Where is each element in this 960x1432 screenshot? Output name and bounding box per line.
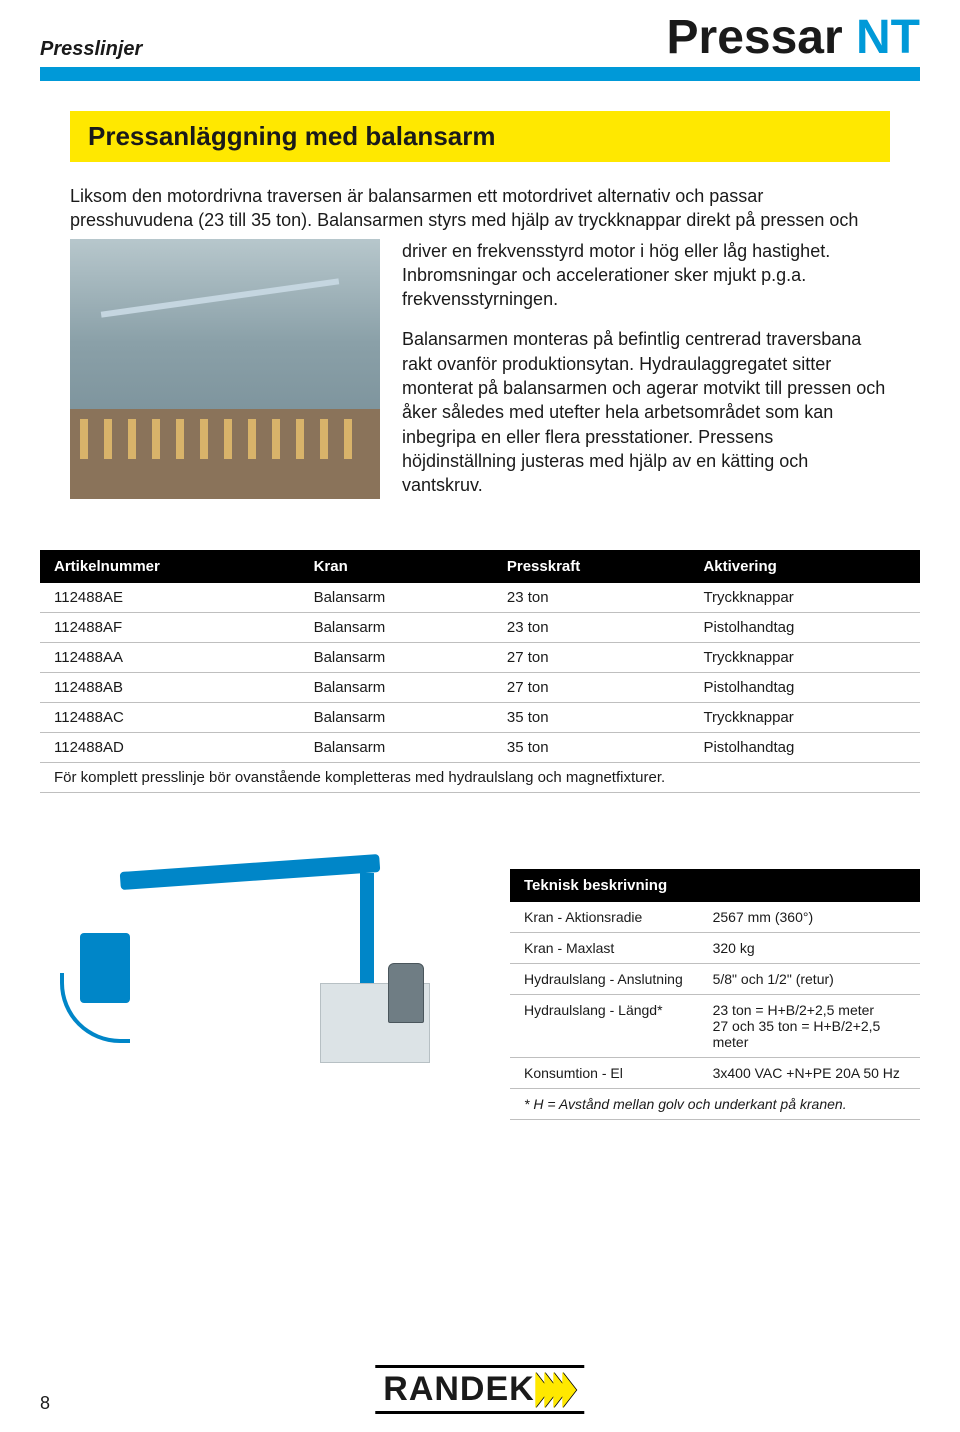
header-top-row: Presslinjer Pressar NT — [40, 10, 920, 65]
spec-table: Artikelnummer Kran Presskraft Aktivering… — [40, 550, 920, 763]
tech-label: Konsumtion - El — [510, 1057, 699, 1088]
table-cell: Pistolhandtag — [689, 672, 920, 702]
tech-table: Kran - Aktionsradie2567 mm (360°)Kran - … — [510, 902, 920, 1120]
table-row: Kran - Maxlast320 kg — [510, 932, 920, 963]
spec-table-body: 112488AEBalansarm23 tonTryckknappar11248… — [40, 583, 920, 763]
side-text-column: driver en frekvensstyrd motor i hög elle… — [402, 239, 890, 514]
table-row: 112488ABBalansarm27 tonPistolhandtag — [40, 672, 920, 702]
tech-value: 2567 mm (360°) — [699, 902, 920, 933]
title-accent: NT — [856, 11, 920, 64]
table-cell: 23 ton — [493, 583, 690, 613]
photo-text-row: driver en frekvensstyrd motor i hög elle… — [70, 239, 890, 514]
table-cell: 112488AA — [40, 642, 300, 672]
table-cell: Pistolhandtag — [689, 732, 920, 762]
table-cell: 27 ton — [493, 672, 690, 702]
table-row: 112488AEBalansarm23 tonTryckknappar — [40, 583, 920, 613]
table-row: Hydraulslang - Längd*23 ton = H+B/2+2,5 … — [510, 994, 920, 1057]
table-cell: Balansarm — [300, 583, 493, 613]
spec-table-section: Artikelnummer Kran Presskraft Aktivering… — [0, 550, 960, 793]
table-cell: 35 ton — [493, 732, 690, 762]
brand-logo: RANDEK — [375, 1365, 584, 1414]
table-cell: Tryckknappar — [689, 702, 920, 732]
main-content: Pressanläggning med balansarm Liksom den… — [0, 81, 960, 514]
intro-block: Liksom den motordrivna traversen är bala… — [70, 184, 890, 514]
tech-value: 320 kg — [699, 932, 920, 963]
table-row: Hydraulslang - Anslutning5/8" och 1/2" (… — [510, 963, 920, 994]
tech-value: 23 ton = H+B/2+2,5 meter 27 och 35 ton =… — [699, 994, 920, 1057]
col-aktivering: Aktivering — [689, 550, 920, 583]
table-cell: Balansarm — [300, 612, 493, 642]
tech-table-body: Kran - Aktionsradie2567 mm (360°)Kran - … — [510, 902, 920, 1120]
table-row: Konsumtion - El3x400 VAC +N+PE 20A 50 Hz — [510, 1057, 920, 1088]
lower-section: Teknisk beskrivning Kran - Aktionsradie2… — [0, 833, 960, 1120]
side-paragraph-1: driver en frekvensstyrd motor i hög elle… — [402, 239, 890, 312]
tech-label: Kran - Aktionsradie — [510, 902, 699, 933]
table-cell: 35 ton — [493, 702, 690, 732]
header-divider — [40, 67, 920, 81]
col-kran: Kran — [300, 550, 493, 583]
tech-value: 5/8" och 1/2" (retur) — [699, 963, 920, 994]
table-header-row: Artikelnummer Kran Presskraft Aktivering — [40, 550, 920, 583]
table-cell: 112488AC — [40, 702, 300, 732]
side-paragraph-2: Balansarmen monteras på befintlig centre… — [402, 327, 890, 497]
title-main: Pressar — [667, 11, 843, 64]
table-row: 112488AFBalansarm23 tonPistolhandtag — [40, 612, 920, 642]
table-cell: 112488AF — [40, 612, 300, 642]
page-header: Presslinjer Pressar NT — [0, 0, 960, 81]
tech-label: Hydraulslang - Anslutning — [510, 963, 699, 994]
section-label: Presslinjer — [40, 38, 142, 65]
tech-label: Kran - Maxlast — [510, 932, 699, 963]
table-row: 112488ACBalansarm35 tonTryckknappar — [40, 702, 920, 732]
page-number: 8 — [40, 1393, 50, 1414]
table-row: 112488AABalansarm27 tonTryckknappar — [40, 642, 920, 672]
table-cell: Balansarm — [300, 732, 493, 762]
tech-spec-block: Teknisk beskrivning Kran - Aktionsradie2… — [510, 869, 920, 1120]
table-cell: Pistolhandtag — [689, 612, 920, 642]
table-cell: Tryckknappar — [689, 642, 920, 672]
intro-paragraph: Liksom den motordrivna traversen är bala… — [70, 184, 890, 233]
product-illustration — [40, 833, 480, 1093]
table-cell: 112488AB — [40, 672, 300, 702]
col-artikelnummer: Artikelnummer — [40, 550, 300, 583]
table-cell: 112488AD — [40, 732, 300, 762]
table-cell: Balansarm — [300, 672, 493, 702]
logo-text: RANDEK — [383, 1370, 534, 1409]
tech-label: Hydraulslang - Längd* — [510, 994, 699, 1057]
tech-footnote: * H = Avstånd mellan golv och underkant … — [510, 1088, 920, 1119]
tech-value: 3x400 VAC +N+PE 20A 50 Hz — [699, 1057, 920, 1088]
tech-heading: Teknisk beskrivning — [510, 869, 920, 902]
logo-chevrons-icon — [541, 1372, 577, 1408]
tech-footnote-row: * H = Avstånd mellan golv och underkant … — [510, 1088, 920, 1119]
page-footer: 8 RANDEK — [0, 1393, 960, 1414]
table-footnote: För komplett presslinje bör ovanstående … — [40, 763, 920, 793]
product-photo — [70, 239, 380, 499]
col-presskraft: Presskraft — [493, 550, 690, 583]
table-row: Kran - Aktionsradie2567 mm (360°) — [510, 902, 920, 933]
table-cell: 23 ton — [493, 612, 690, 642]
table-cell: Tryckknappar — [689, 583, 920, 613]
table-cell: Balansarm — [300, 702, 493, 732]
table-cell: Balansarm — [300, 642, 493, 672]
table-row: 112488ADBalansarm35 tonPistolhandtag — [40, 732, 920, 762]
page-title: Pressar NT — [667, 10, 920, 65]
table-cell: 27 ton — [493, 642, 690, 672]
article-heading: Pressanläggning med balansarm — [70, 111, 890, 162]
table-cell: 112488AE — [40, 583, 300, 613]
